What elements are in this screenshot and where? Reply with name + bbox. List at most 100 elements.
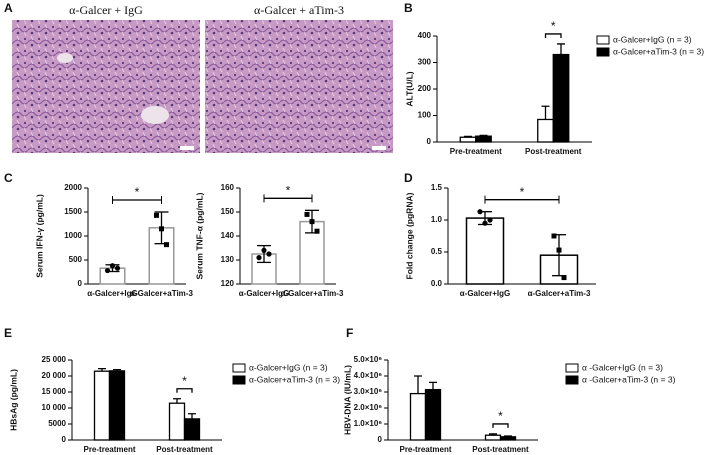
legend-swatch bbox=[232, 375, 246, 385]
error-bar bbox=[464, 135, 472, 138]
y-tick-label: 140 bbox=[221, 231, 235, 240]
histology-image bbox=[205, 20, 393, 153]
y-tick-label: 1.5 bbox=[431, 183, 443, 192]
significance-label: * bbox=[286, 183, 291, 197]
y-tick-label: 1.0×10⁶ bbox=[354, 419, 383, 428]
y-tick-label: 10 000 bbox=[42, 403, 67, 412]
y-tick-label: 4.0×10⁶ bbox=[354, 371, 383, 380]
bar bbox=[552, 53, 570, 143]
x-tick-label: Pre-treatment bbox=[399, 445, 451, 454]
y-tick-label: 2.0×10⁶ bbox=[354, 403, 383, 412]
data-point bbox=[109, 263, 116, 269]
legend-swatch bbox=[565, 375, 579, 385]
histology-image bbox=[12, 20, 200, 153]
significance-label: * bbox=[182, 374, 187, 388]
y-tick-label: 0.5 bbox=[431, 247, 443, 256]
bar bbox=[475, 135, 492, 143]
vessel bbox=[57, 53, 73, 63]
bar bbox=[537, 118, 554, 143]
data-point bbox=[551, 233, 557, 239]
bar bbox=[424, 388, 442, 441]
significance-bracket bbox=[544, 33, 562, 38]
legend-label: α-Galcer+aTim-3 (n = 3) bbox=[249, 374, 340, 384]
error-bar bbox=[557, 43, 565, 55]
y-tick-label: 20 000 bbox=[42, 371, 67, 380]
y-tick-label: 150 bbox=[221, 207, 235, 216]
y-tick-label: 160 bbox=[221, 183, 235, 192]
data-point bbox=[159, 226, 164, 232]
data-point bbox=[261, 247, 267, 253]
data-point bbox=[164, 242, 169, 248]
error-bar bbox=[479, 134, 488, 137]
y-tick-label: 0.0 bbox=[431, 279, 443, 288]
data-point bbox=[561, 275, 567, 281]
error-bar bbox=[504, 435, 512, 437]
bar bbox=[183, 418, 201, 441]
data-point bbox=[104, 267, 111, 274]
legend-label: α -Galcer+aTim-3 (n = 3) bbox=[582, 374, 676, 384]
y-tick-label: 5000 bbox=[48, 419, 66, 428]
y-tick-label: 15 000 bbox=[42, 387, 67, 396]
error-bar bbox=[173, 398, 181, 404]
y-axis-label: HBsAg (pg/mL) bbox=[8, 369, 18, 431]
panel-letter: B bbox=[404, 1, 413, 15]
y-tick-label: 0 bbox=[378, 435, 383, 444]
x-tick-label: Post-treatment bbox=[156, 445, 213, 454]
data-point bbox=[266, 251, 272, 257]
error-bar bbox=[113, 368, 121, 371]
y-tick-label: 0 bbox=[427, 137, 432, 146]
error-bar bbox=[541, 105, 550, 120]
error-bar bbox=[98, 367, 106, 372]
data-point bbox=[154, 212, 159, 218]
panel-letter: F bbox=[346, 326, 353, 340]
data-point bbox=[556, 247, 562, 253]
data-point bbox=[314, 228, 320, 234]
y-tick-label: 25 000 bbox=[42, 355, 67, 364]
panel-letter: D bbox=[404, 171, 413, 185]
bar bbox=[465, 217, 505, 285]
significance-bracket bbox=[492, 423, 509, 428]
significance-label: * bbox=[135, 185, 140, 199]
y-tick-label: 130 bbox=[221, 255, 235, 264]
legend-swatch bbox=[565, 363, 579, 373]
y-tick-label: 5.0×10⁶ bbox=[354, 355, 383, 364]
error-bar bbox=[489, 433, 497, 436]
y-tick-label: 1500 bbox=[64, 207, 82, 216]
error-bar bbox=[414, 375, 422, 394]
bar bbox=[168, 402, 186, 441]
image-label: α-Galcer + IgG bbox=[69, 3, 143, 17]
y-tick-label: 1000 bbox=[64, 231, 82, 240]
x-tick-label: α-Galcer+aTim-3 bbox=[528, 289, 591, 298]
y-tick-label: 2000 bbox=[64, 183, 82, 192]
y-axis-label: ALT(U/L) bbox=[404, 71, 414, 106]
y-axis-label: Fold change (pgRNA) bbox=[404, 192, 414, 279]
panel-letter: C bbox=[4, 171, 13, 185]
x-tick-label: α-Galcer+aTim-3 bbox=[130, 289, 193, 298]
data-point bbox=[477, 209, 483, 215]
y-axis-label: Serum IFN-γ (pg/mL) bbox=[34, 194, 44, 278]
y-tick-label: 300 bbox=[418, 58, 432, 67]
data-point bbox=[482, 220, 488, 226]
significance-bracket bbox=[176, 388, 193, 393]
y-tick-label: 0 bbox=[62, 435, 67, 444]
y-axis-label: HBV-DNA (IU/mL) bbox=[342, 365, 352, 435]
data-point bbox=[309, 219, 315, 225]
y-tick-label: 400 bbox=[418, 31, 432, 40]
significance-label: * bbox=[520, 185, 525, 199]
scale-bar bbox=[180, 146, 194, 150]
x-tick-label: Pre-treatment bbox=[83, 445, 135, 454]
legend-label: α-Galcer+IgG (n = 3) bbox=[249, 362, 328, 372]
significance-label: * bbox=[551, 19, 556, 33]
x-tick-label: Post-treatment bbox=[525, 147, 582, 156]
y-tick-label: 200 bbox=[418, 84, 432, 93]
data-point bbox=[256, 255, 262, 261]
legend-swatch bbox=[232, 363, 246, 373]
bar bbox=[93, 370, 111, 441]
error-bar bbox=[429, 381, 437, 390]
y-tick-label: 120 bbox=[221, 279, 235, 288]
x-tick-label: α-Galcer+IgG bbox=[460, 289, 511, 298]
x-tick-label: α-Galcer+IgG bbox=[239, 289, 290, 298]
bar bbox=[108, 370, 126, 441]
bar bbox=[409, 392, 427, 441]
